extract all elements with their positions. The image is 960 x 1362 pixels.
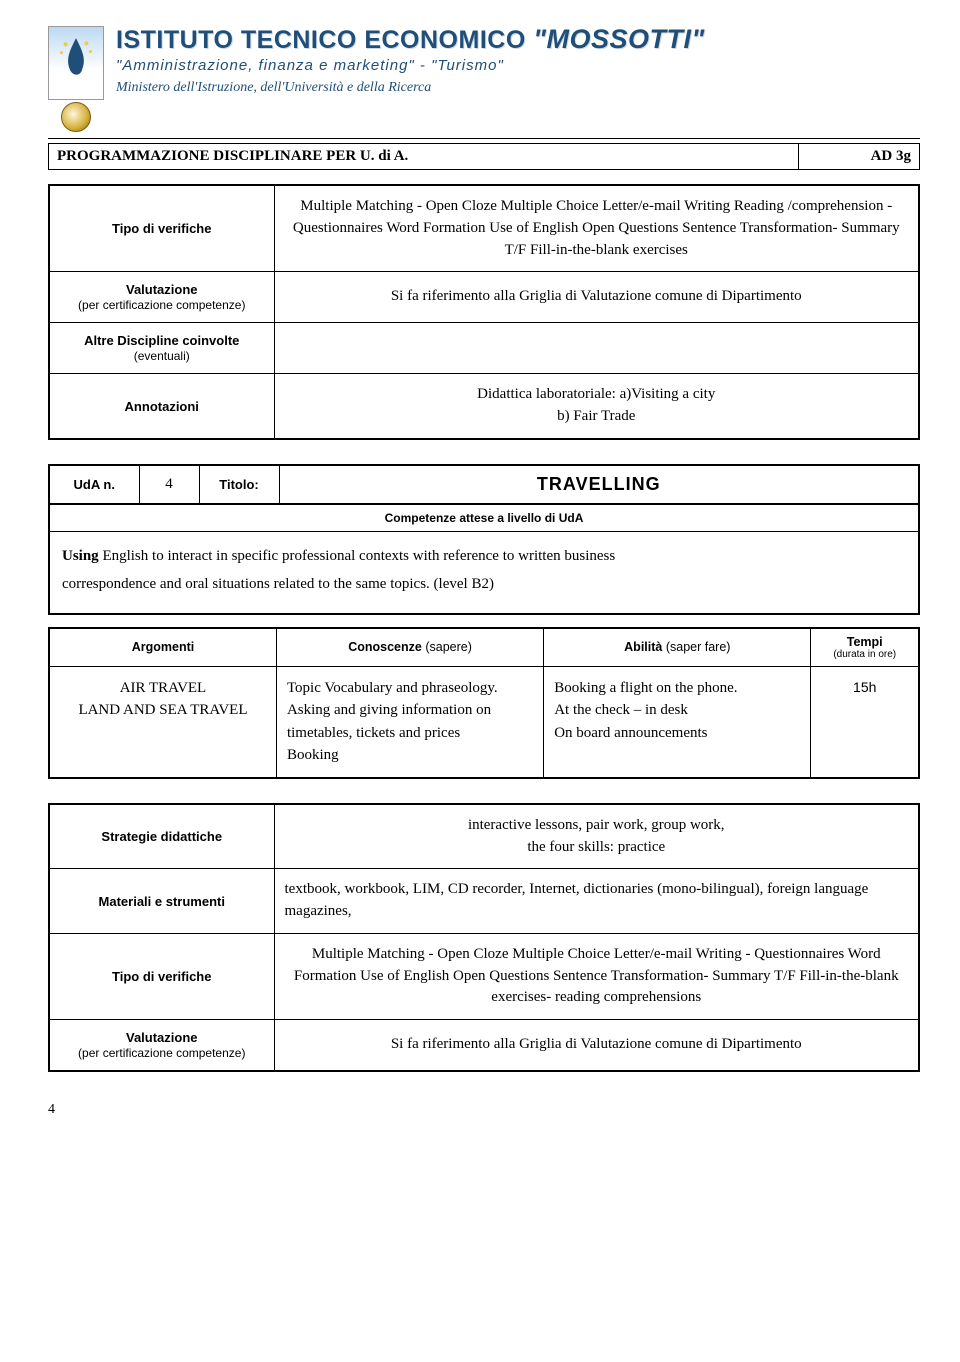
cell-conoscenze: Topic Vocabulary and phraseology.Asking … (276, 666, 543, 778)
letterhead: ISTITUTO TECNICO ECONOMICO "MOSSOTTI" "A… (48, 20, 920, 132)
row-label: Tipo di verifiche (112, 969, 211, 984)
row-label: Altre Discipline coinvolte (84, 333, 239, 348)
info-table-1: Tipo di verifiche Multiple Matching - Op… (48, 184, 920, 440)
subtitle-courses: "Amministrazione, finanza e marketing" -… (116, 57, 920, 74)
table-row: Valutazione (per certificazione competen… (49, 272, 919, 323)
table-row: Strategie didattiche interactive lessons… (49, 804, 919, 869)
row-value: Didattica laboratoriale: a)Visiting a ci… (274, 374, 919, 439)
title-name: "MOSSOTTI" (533, 24, 705, 54)
table-row: AIR TRAVELLAND AND SEA TRAVEL Topic Voca… (49, 666, 919, 778)
comp-line1: Using English to interact in specific pr… (62, 548, 615, 564)
titolo-label: Titolo: (199, 465, 279, 504)
row-value: Si fa riferimento alla Griglia di Valuta… (274, 272, 919, 323)
row-label: Valutazione (126, 282, 198, 297)
cell-argomenti: AIR TRAVELLAND AND SEA TRAVEL (49, 666, 276, 778)
table-row: Tipo di verifiche Multiple Matching - Op… (49, 933, 919, 1019)
uda-title: TRAVELLING (279, 465, 919, 504)
row-label: Materiali e strumenti (99, 894, 225, 909)
uda-header-table: UdA n. 4 Titolo: TRAVELLING (48, 464, 920, 505)
school-logo (48, 26, 104, 100)
table-row: Annotazioni Didattica laboratoriale: a)V… (49, 374, 919, 439)
col-tempi: Tempi(durata in ore) (811, 628, 919, 667)
ask-table: Argomenti Conoscenze (sapere) Abilità (s… (48, 627, 920, 779)
comp-line2: correspondence and oral situations relat… (62, 576, 494, 592)
row-sublabel: (eventuali) (134, 349, 190, 363)
row-sublabel: (per certificazione competenze) (78, 1046, 245, 1060)
info-table-2: Strategie didattiche interactive lessons… (48, 803, 920, 1072)
table-row: Tipo di verifiche Multiple Matching - Op… (49, 185, 919, 272)
col-abilita: Abilità (saper fare) (544, 628, 811, 667)
col-argomenti: Argomenti (49, 628, 276, 667)
table-header-row: Argomenti Conoscenze (sapere) Abilità (s… (49, 628, 919, 667)
document-bar: PROGRAMMAZIONE DISCIPLINARE PER U. di A.… (48, 143, 920, 170)
state-emblem-icon (61, 102, 91, 132)
header-text: ISTITUTO TECNICO ECONOMICO "MOSSOTTI" "A… (116, 20, 920, 96)
row-label: Tipo di verifiche (112, 221, 211, 236)
row-label: Valutazione (126, 1030, 198, 1045)
school-title: ISTITUTO TECNICO ECONOMICO "MOSSOTTI" (116, 24, 920, 55)
table-row: Valutazione (per certificazione competen… (49, 1020, 919, 1072)
header-divider (48, 138, 920, 139)
uda-label: UdA n. (49, 465, 139, 504)
row-sublabel: (per certificazione competenze) (78, 298, 245, 312)
col-conoscenze: Conoscenze (sapere) (276, 628, 543, 667)
doc-title: PROGRAMMAZIONE DISCIPLINARE PER U. di A. (49, 144, 799, 169)
cell-tempi: 15h (811, 666, 919, 778)
table-row: Altre Discipline coinvolte (eventuali) (49, 323, 919, 374)
title-prefix: ISTITUTO TECNICO ECONOMICO (116, 26, 533, 54)
row-value: textbook, workbook, LIM, CD recorder, In… (274, 869, 919, 934)
row-value: interactive lessons, pair work, group wo… (274, 804, 919, 869)
table-row: UdA n. 4 Titolo: TRAVELLING (49, 465, 919, 504)
page-number: 4 (48, 1102, 920, 1118)
row-value: Si fa riferimento alla Griglia di Valuta… (274, 1020, 919, 1072)
cell-abilita: Booking a flight on the phone.At the che… (544, 666, 811, 778)
competenze-body: Using English to interact in specific pr… (48, 532, 920, 615)
row-value: Multiple Matching - Open Cloze Multiple … (274, 933, 919, 1019)
logo-column (48, 20, 104, 132)
row-value (274, 323, 919, 374)
uda-number: 4 (139, 465, 199, 504)
row-label: Strategie didattiche (101, 829, 222, 844)
table-row: Materiali e strumenti textbook, workbook… (49, 869, 919, 934)
row-label: Annotazioni (125, 399, 199, 414)
doc-code: AD 3g (799, 144, 919, 169)
subtitle-ministry: Ministero dell'Istruzione, dell'Universi… (116, 80, 920, 96)
row-value: Multiple Matching - Open Cloze Multiple … (274, 185, 919, 272)
competenze-heading: Competenze attese a livello di UdA (48, 505, 920, 532)
